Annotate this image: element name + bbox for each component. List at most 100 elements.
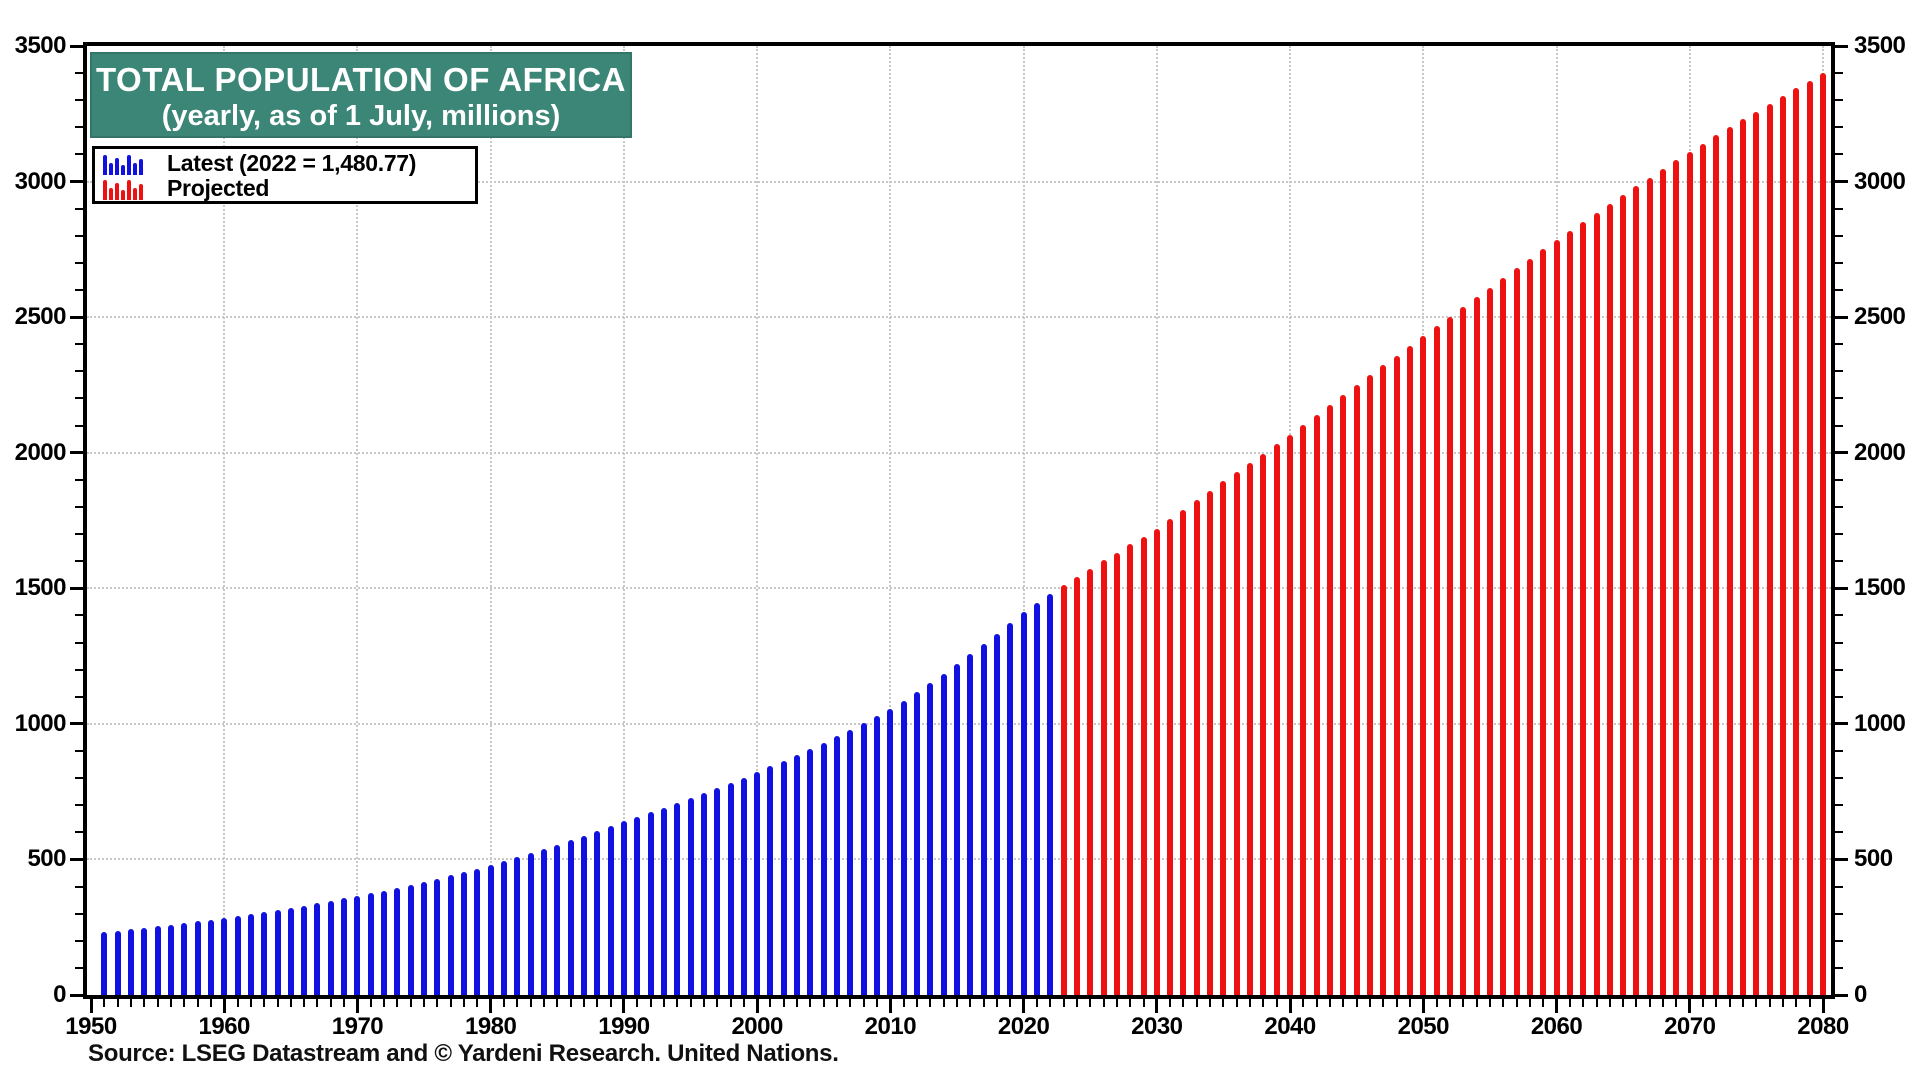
x-axis-label-2020: 2020 xyxy=(997,1013,1050,1040)
y-tick-right-2700 xyxy=(1835,261,1843,264)
chart-title: TOTAL POPULATION OF AFRICA xyxy=(96,61,626,98)
y-tick-left-3100 xyxy=(75,153,83,156)
x-tick-2072 xyxy=(1715,999,1718,1007)
y-axis-label-right-500: 500 xyxy=(1854,845,1893,873)
y-tick-left-3500 xyxy=(70,44,83,48)
y-axis-label-left-1000: 1000 xyxy=(14,709,67,737)
bar-2051 xyxy=(1433,326,1440,995)
x-axis-label-2000: 2000 xyxy=(731,1013,783,1040)
bar-2034 xyxy=(1207,490,1214,995)
bar-2022 xyxy=(1047,593,1054,995)
bar-1998 xyxy=(727,782,734,995)
y-tick-right-2400 xyxy=(1835,343,1843,346)
bar-1956 xyxy=(167,924,174,995)
x-tick-1965 xyxy=(289,999,292,1007)
y-tick-right-500 xyxy=(1835,857,1848,861)
x-tick-2062 xyxy=(1582,999,1585,1007)
y-tick-right-400 xyxy=(1835,885,1843,888)
x-tick-2069 xyxy=(1675,999,1678,1007)
x-tick-2028 xyxy=(1129,999,1132,1007)
bar-2037 xyxy=(1247,462,1254,995)
y-axis-label-left-2500: 2500 xyxy=(14,303,67,331)
bar-1994 xyxy=(674,802,681,995)
x-tick-2013 xyxy=(929,999,932,1007)
y-tick-right-300 xyxy=(1835,912,1843,915)
legend: Latest (2022 = 1,480.77) Projected xyxy=(92,146,478,204)
v-gridline-2010 xyxy=(889,46,892,995)
bar-1985 xyxy=(554,844,561,995)
bar-2075 xyxy=(1753,111,1760,995)
y-tick-right-1000 xyxy=(1835,722,1848,726)
bar-2069 xyxy=(1673,160,1680,995)
bar-1976 xyxy=(434,878,441,995)
x-tick-2045 xyxy=(1355,999,1358,1007)
bar-2031 xyxy=(1167,519,1174,995)
y-axis-label-right-2500: 2500 xyxy=(1854,303,1906,331)
x-tick-1959 xyxy=(209,999,212,1007)
bar-1953 xyxy=(127,929,134,995)
bar-1986 xyxy=(567,840,574,995)
x-axis-label-1970: 1970 xyxy=(331,1013,384,1040)
x-axis-label-1990: 1990 xyxy=(598,1013,650,1040)
h-gridline-1500 xyxy=(87,587,1831,590)
x-tick-2067 xyxy=(1648,999,1651,1007)
bar-2012 xyxy=(914,691,921,995)
y-tick-right-3200 xyxy=(1835,126,1843,129)
y-tick-left-300 xyxy=(75,912,83,915)
bar-2018 xyxy=(993,634,1000,995)
y-tick-right-1900 xyxy=(1835,478,1843,481)
bar-2078 xyxy=(1793,88,1800,995)
bar-2072 xyxy=(1713,135,1720,995)
x-tick-1961 xyxy=(236,999,239,1007)
bar-2025 xyxy=(1087,568,1094,995)
bar-2002 xyxy=(780,760,787,995)
x-tick-1990 xyxy=(622,999,626,1013)
bar-2007 xyxy=(847,729,854,995)
y-tick-right-2900 xyxy=(1835,207,1843,210)
bar-1979 xyxy=(474,868,481,995)
bar-2046 xyxy=(1367,375,1373,995)
bar-2036 xyxy=(1233,472,1240,995)
x-tick-2065 xyxy=(1622,999,1625,1007)
bar-2064 xyxy=(1606,204,1613,995)
y-tick-left-1300 xyxy=(75,641,83,644)
x-tick-2070 xyxy=(1688,999,1692,1013)
x-tick-2014 xyxy=(942,999,945,1007)
legend-item-latest: Latest (2022 = 1,480.77) xyxy=(103,151,467,176)
x-tick-2077 xyxy=(1782,999,1785,1007)
bar-2030 xyxy=(1153,528,1160,995)
bar-1963 xyxy=(261,912,268,995)
bar-1982 xyxy=(514,857,521,995)
x-tick-1988 xyxy=(596,999,599,1007)
y-tick-left-1500 xyxy=(70,586,83,590)
y-tick-left-600 xyxy=(75,831,83,834)
bar-2029 xyxy=(1140,536,1147,995)
y-tick-right-1500 xyxy=(1835,586,1848,590)
x-tick-2031 xyxy=(1169,999,1172,1007)
x-tick-1964 xyxy=(276,999,279,1007)
x-tick-1975 xyxy=(423,999,426,1007)
bar-1954 xyxy=(141,927,148,995)
bar-1964 xyxy=(274,909,281,995)
bar-1969 xyxy=(341,898,348,995)
x-tick-1989 xyxy=(609,999,612,1007)
x-tick-2050 xyxy=(1421,999,1425,1013)
x-tick-2055 xyxy=(1488,999,1491,1007)
x-tick-1991 xyxy=(636,999,639,1007)
bar-1989 xyxy=(607,826,614,995)
x-axis-label-1950: 1950 xyxy=(65,1013,117,1040)
bar-1966 xyxy=(301,905,308,995)
x-tick-2021 xyxy=(1035,999,1038,1007)
x-tick-2017 xyxy=(982,999,985,1007)
x-tick-2034 xyxy=(1209,999,1212,1007)
x-tick-2027 xyxy=(1115,999,1118,1007)
bar-2061 xyxy=(1566,230,1573,995)
y-axis-label-left-1500: 1500 xyxy=(14,574,67,602)
h-gridline-2000 xyxy=(87,451,1831,454)
y-axis-label-right-3000: 3000 xyxy=(1854,167,1906,195)
y-tick-right-1400 xyxy=(1835,614,1843,617)
x-tick-1976 xyxy=(436,999,439,1007)
bar-2044 xyxy=(1340,395,1347,995)
y-tick-left-2800 xyxy=(75,234,83,237)
x-tick-2008 xyxy=(862,999,865,1007)
